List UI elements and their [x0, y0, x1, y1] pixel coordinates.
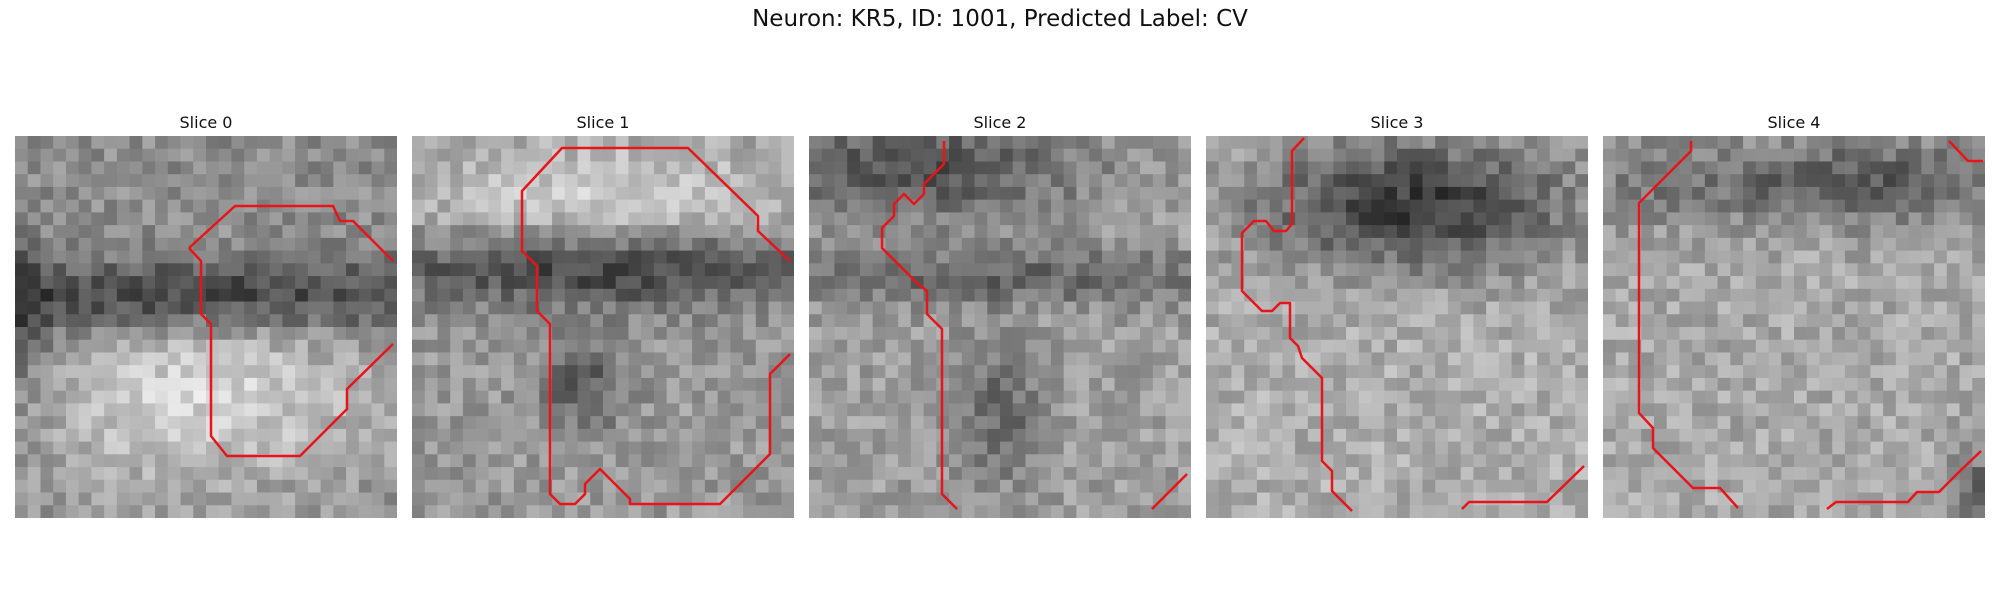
slice-panel-2: Slice 2 [809, 112, 1191, 518]
slice-panel-3: Slice 3 [1206, 112, 1588, 518]
figure-title: Neuron: KR5, ID: 1001, Predicted Label: … [752, 6, 1248, 32]
slice-panel-1: Slice 1 [412, 112, 794, 518]
slice-title: Slice 2 [973, 113, 1027, 132]
slice-title: Slice 3 [1370, 113, 1424, 132]
slice-image [15, 136, 397, 518]
slice-title: Slice 4 [1767, 113, 1821, 132]
slice-title: Slice 0 [179, 113, 233, 132]
slice-image [1206, 136, 1588, 518]
slice-title: Slice 1 [576, 113, 630, 132]
slice-image [809, 136, 1191, 518]
slice-image [412, 136, 794, 518]
slice-panel-4: Slice 4 [1603, 112, 1985, 518]
slice-image [1603, 136, 1985, 518]
slice-panel-0: Slice 0 [15, 112, 397, 518]
